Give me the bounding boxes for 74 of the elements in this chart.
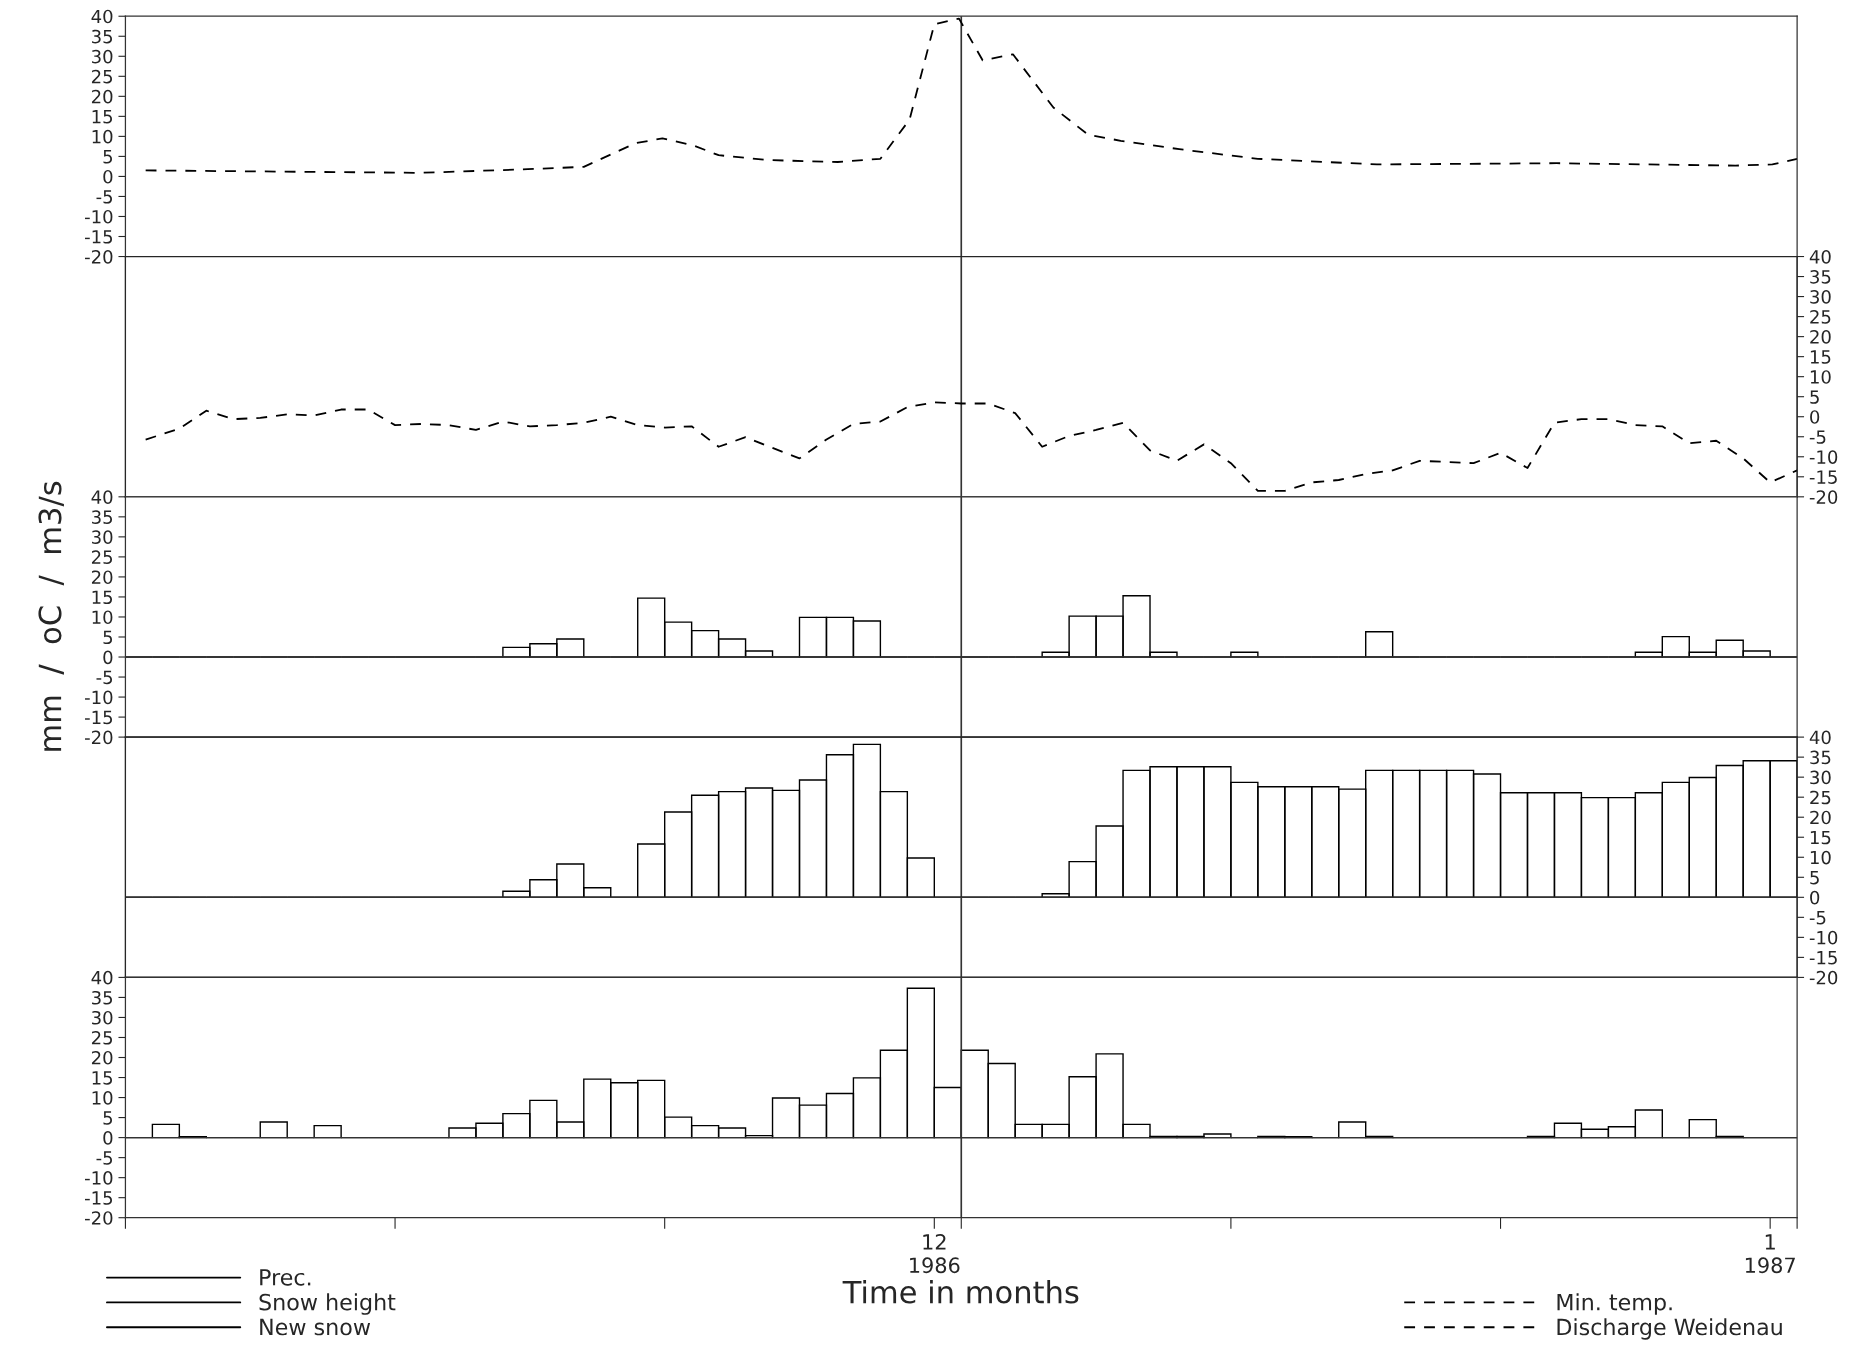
- y-tick-label: 25: [91, 550, 113, 565]
- y-tick-label: -10: [85, 209, 113, 224]
- y2-tick-label: 5: [1810, 870, 1819, 885]
- y2-tick-label: 30: [1810, 290, 1831, 304]
- y-tick-label: -5: [96, 1151, 113, 1165]
- y-tick-label: 5: [103, 630, 113, 645]
- y2-tick-label: 25: [1810, 310, 1831, 324]
- y-tick-label: 5: [103, 150, 113, 164]
- y-tick-label: 20: [91, 1050, 113, 1065]
- y-tick-label: 15: [92, 1071, 113, 1085]
- y-tick-label: -15: [85, 710, 113, 725]
- y2-tick-label: 0: [1810, 410, 1820, 424]
- text: Discharge Weidenau: [1557, 1318, 1782, 1340]
- y2-tick-label: 35: [1810, 750, 1831, 765]
- y-tick-label: 15: [92, 590, 113, 605]
- y-tick-label: 25: [91, 69, 113, 84]
- y2-tick-label: 0: [1810, 890, 1820, 905]
- y-tick-label: -5: [96, 190, 113, 204]
- y-axis-title: mm / oC / m3/s: [38, 481, 64, 751]
- y-tick-label: 0: [103, 169, 113, 184]
- y2-tick-label: 25: [1810, 790, 1831, 805]
- y2-tick-label: -15: [1809, 470, 1837, 484]
- y-tick-label: 30: [92, 49, 113, 64]
- y-tick-label: 40: [91, 490, 113, 504]
- y2-tick-label: 40: [1809, 249, 1831, 264]
- y-tick-label: 10: [92, 1091, 113, 1105]
- y-tick-label: -10: [85, 690, 113, 705]
- y2-tick-label: -10: [1809, 450, 1838, 464]
- y2-tick-label: 5: [1810, 390, 1819, 404]
- y2-tick-label: -5: [1809, 430, 1826, 444]
- y2-tick-label: 40: [1809, 730, 1831, 745]
- y-tick-label: 10: [92, 610, 113, 625]
- y-tick-label: 35: [92, 510, 113, 524]
- x-axis-title: Time in months: [842, 1279, 1079, 1304]
- y-tick-label: 35: [92, 990, 113, 1005]
- y2-tick-label: 10: [1810, 370, 1831, 384]
- y-tick-label: -10: [85, 1171, 113, 1185]
- y-tick-label: 20: [91, 570, 113, 585]
- y-tick-label: 35: [92, 29, 113, 44]
- y2-tick-label: -20: [1809, 490, 1838, 504]
- y-tick-label: -20: [85, 249, 113, 264]
- y-tick-label: 20: [91, 89, 113, 104]
- x-tick-label: 12 1986: [910, 1234, 960, 1274]
- y-tick-label: 30: [92, 1010, 113, 1025]
- y-tick-label: 30: [92, 530, 113, 544]
- y2-tick-label: 30: [1810, 770, 1831, 785]
- y-tick-label: 0: [103, 650, 113, 665]
- y2-tick-label: 20: [1810, 810, 1831, 825]
- y-tick-label: -15: [85, 1191, 113, 1205]
- y-tick-label: 40: [91, 9, 113, 24]
- y-tick-label: -5: [96, 670, 113, 685]
- y2-tick-label: 20: [1810, 330, 1831, 344]
- y2-tick-label: 15: [1810, 350, 1831, 364]
- x-tick-label: 1 1987: [1745, 1234, 1795, 1274]
- y2-tick-label: 35: [1810, 270, 1831, 284]
- y2-tick-label: 10: [1810, 850, 1831, 865]
- y2-tick-label: -10: [1809, 930, 1838, 945]
- y-tick-label: 15: [92, 110, 113, 124]
- y-tick-label: 0: [103, 1131, 113, 1145]
- y2-tick-label: 15: [1810, 830, 1831, 845]
- y-tick-label: -15: [85, 230, 113, 244]
- y-tick-label: 5: [103, 1111, 113, 1125]
- y-tick-label: -20: [85, 730, 113, 745]
- y2-tick-label: -15: [1809, 951, 1837, 965]
- text: Snow height: [259, 1293, 396, 1315]
- y-tick-label: -20: [85, 1211, 113, 1225]
- y2-tick-label: -20: [1809, 970, 1838, 985]
- y-tick-label: 40: [91, 970, 113, 985]
- text: New snow: [260, 1318, 371, 1336]
- text: Prec.: [260, 1269, 311, 1286]
- text: Min. temp.: [1557, 1293, 1672, 1315]
- y-tick-label: 25: [91, 1030, 113, 1045]
- y-tick-label: 10: [92, 129, 113, 144]
- y2-tick-label: -5: [1809, 911, 1826, 925]
